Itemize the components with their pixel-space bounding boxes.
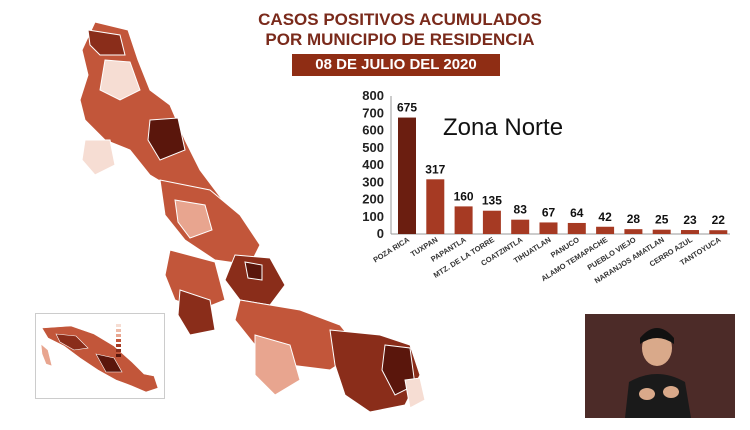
value-label: 22 bbox=[712, 213, 726, 227]
value-labels: 675 317 160 135 83 67 64 42 28 25 23 22 bbox=[397, 101, 725, 228]
value-label: 25 bbox=[655, 213, 669, 227]
value-label: 135 bbox=[482, 194, 502, 208]
y-tick-label: 600 bbox=[362, 123, 384, 138]
date-badge: 08 DE JULIO DEL 2020 bbox=[292, 54, 500, 76]
value-label: 28 bbox=[627, 212, 641, 226]
bar bbox=[624, 229, 643, 234]
y-tick-labels: 0 100 200 300 400 500 600 700 800 bbox=[362, 88, 384, 241]
bar bbox=[596, 226, 615, 234]
bar bbox=[398, 117, 416, 234]
bars bbox=[398, 117, 728, 234]
y-tick-label: 500 bbox=[362, 140, 384, 155]
bar bbox=[681, 230, 699, 234]
title-line-1: CASOS POSITIVOS ACUMULADOS bbox=[258, 10, 542, 29]
y-tick-label: 700 bbox=[362, 105, 384, 120]
bar bbox=[482, 210, 501, 234]
value-label: 64 bbox=[570, 206, 584, 220]
value-label: 317 bbox=[425, 162, 445, 176]
y-tick-label: 0 bbox=[377, 226, 384, 241]
sign-language-interpreter bbox=[585, 314, 735, 418]
map-region-orizaba bbox=[177, 289, 216, 336]
interpreter-figure bbox=[585, 314, 735, 418]
value-label: 675 bbox=[397, 101, 417, 115]
map-region-southeast-pale bbox=[404, 377, 426, 409]
map-region-poza-rica bbox=[147, 117, 186, 161]
bar bbox=[567, 222, 586, 234]
mexico-inset-map bbox=[35, 313, 165, 399]
map-region-veracruz-port bbox=[244, 261, 263, 281]
map-region-north-dark bbox=[87, 29, 126, 56]
mexico-outline bbox=[40, 324, 159, 393]
value-label: 42 bbox=[598, 210, 612, 224]
title-line-2: POR MUNICIPIO DE RESIDENCIA bbox=[265, 30, 535, 49]
value-label: 160 bbox=[454, 189, 474, 203]
bar bbox=[511, 219, 530, 234]
map-regions bbox=[79, 21, 426, 413]
map-region-north-pale bbox=[99, 59, 141, 101]
bar bbox=[652, 229, 671, 234]
value-label: 83 bbox=[514, 203, 528, 217]
bar bbox=[426, 179, 445, 234]
chart-title: Zona Norte bbox=[443, 114, 563, 141]
bar bbox=[539, 222, 558, 234]
value-label: 67 bbox=[542, 205, 556, 219]
y-tick-label: 100 bbox=[362, 209, 384, 224]
map-region-south-light bbox=[254, 334, 301, 396]
inset-legend bbox=[116, 324, 121, 357]
y-tick-label: 400 bbox=[362, 157, 384, 172]
value-label: 23 bbox=[683, 213, 697, 227]
map-region-pale-west bbox=[81, 139, 116, 176]
map-region-south-central bbox=[234, 299, 361, 371]
y-tick-label: 800 bbox=[362, 88, 384, 103]
bar bbox=[454, 206, 473, 234]
bar bbox=[709, 230, 728, 234]
y-tick-label: 300 bbox=[362, 174, 384, 189]
map-region-center-light bbox=[174, 199, 213, 239]
y-tick-label: 200 bbox=[362, 192, 384, 207]
